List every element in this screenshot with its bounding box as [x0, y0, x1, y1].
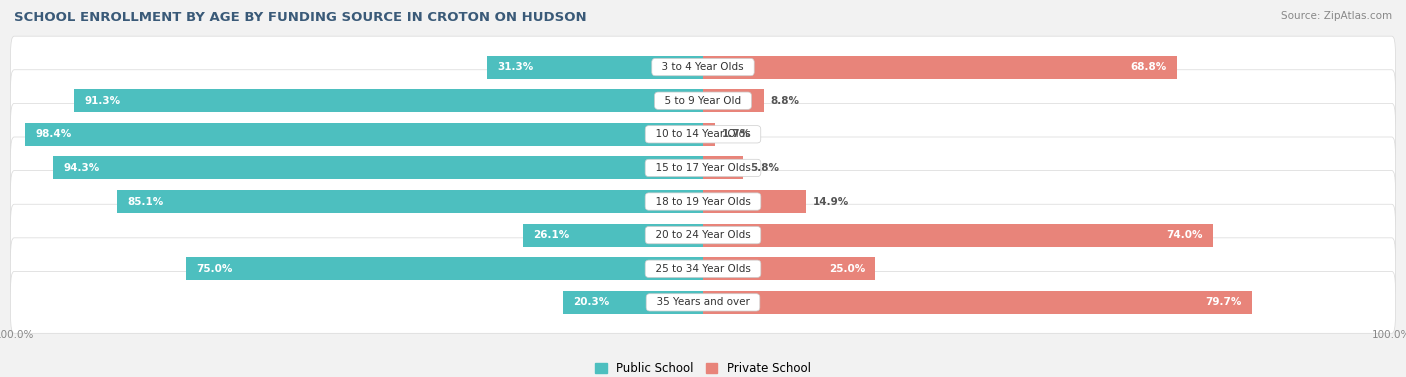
Text: 74.0%: 74.0% — [1166, 230, 1202, 240]
Text: 3 to 4 Year Olds: 3 to 4 Year Olds — [655, 62, 751, 72]
Bar — [703, 89, 763, 112]
Bar — [564, 291, 703, 314]
Bar — [25, 123, 703, 146]
Text: 75.0%: 75.0% — [197, 264, 233, 274]
Text: 8.8%: 8.8% — [770, 96, 800, 106]
Bar — [117, 190, 703, 213]
Text: 18 to 19 Year Olds: 18 to 19 Year Olds — [648, 196, 758, 207]
Text: 20.3%: 20.3% — [574, 297, 610, 307]
Bar — [703, 123, 714, 146]
FancyBboxPatch shape — [11, 103, 1395, 165]
Text: 25.0%: 25.0% — [828, 264, 865, 274]
FancyBboxPatch shape — [11, 171, 1395, 233]
FancyBboxPatch shape — [11, 238, 1395, 300]
Text: Source: ZipAtlas.com: Source: ZipAtlas.com — [1281, 11, 1392, 21]
Text: 94.3%: 94.3% — [63, 163, 100, 173]
Text: 5 to 9 Year Old: 5 to 9 Year Old — [658, 96, 748, 106]
Bar — [75, 89, 703, 112]
FancyBboxPatch shape — [11, 204, 1395, 266]
Bar — [703, 156, 742, 179]
Bar — [703, 257, 875, 280]
Text: 98.4%: 98.4% — [35, 129, 72, 139]
Text: 85.1%: 85.1% — [127, 196, 163, 207]
Text: 79.7%: 79.7% — [1205, 297, 1241, 307]
Text: 20 to 24 Year Olds: 20 to 24 Year Olds — [650, 230, 756, 240]
Bar — [703, 224, 1213, 247]
Bar — [186, 257, 703, 280]
FancyBboxPatch shape — [11, 70, 1395, 132]
FancyBboxPatch shape — [11, 137, 1395, 199]
Text: 5.8%: 5.8% — [749, 163, 779, 173]
Text: 68.8%: 68.8% — [1130, 62, 1167, 72]
Text: 26.1%: 26.1% — [533, 230, 569, 240]
Text: 91.3%: 91.3% — [84, 96, 121, 106]
Bar — [703, 291, 1253, 314]
Bar — [703, 190, 806, 213]
Text: 35 Years and over: 35 Years and over — [650, 297, 756, 307]
Text: 25 to 34 Year Olds: 25 to 34 Year Olds — [648, 264, 758, 274]
Text: 10 to 14 Year Olds: 10 to 14 Year Olds — [650, 129, 756, 139]
Text: 15 to 17 Year Olds: 15 to 17 Year Olds — [648, 163, 758, 173]
Text: 31.3%: 31.3% — [498, 62, 534, 72]
FancyBboxPatch shape — [11, 36, 1395, 98]
Text: 14.9%: 14.9% — [813, 196, 849, 207]
Bar — [488, 56, 703, 78]
Legend: Public School, Private School: Public School, Private School — [591, 357, 815, 377]
FancyBboxPatch shape — [11, 271, 1395, 333]
Bar — [523, 224, 703, 247]
Bar — [53, 156, 703, 179]
Bar — [703, 56, 1177, 78]
Text: SCHOOL ENROLLMENT BY AGE BY FUNDING SOURCE IN CROTON ON HUDSON: SCHOOL ENROLLMENT BY AGE BY FUNDING SOUR… — [14, 11, 586, 24]
Text: 1.7%: 1.7% — [721, 129, 751, 139]
